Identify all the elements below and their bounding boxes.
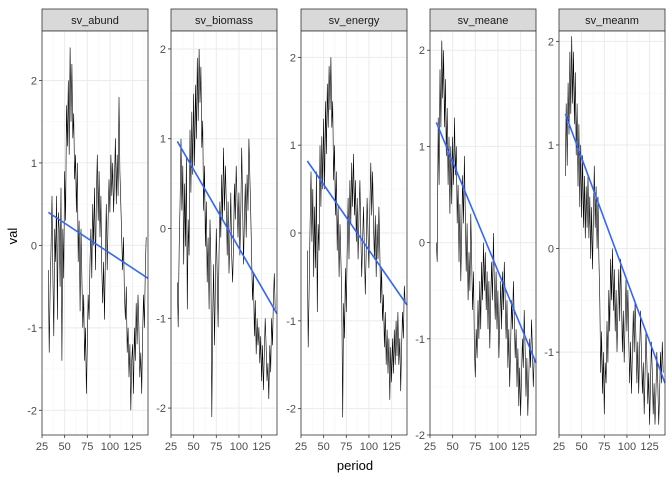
x-tick-label: 100 — [360, 441, 378, 453]
y-tick-label: -2 — [415, 430, 425, 442]
x-tick-label: 100 — [230, 441, 248, 453]
x-tick-label: 50 — [447, 441, 459, 453]
trend-line-sv_meane — [435, 122, 537, 364]
x-tick-label: 125 — [511, 441, 529, 453]
facet-strip-label: sv_meanm — [585, 15, 639, 27]
trend-line-sv_abund — [47, 211, 149, 280]
y-tick-label: 1 — [290, 140, 296, 152]
facet-sv_biomass: sv_biomass -2 -1 0 1 2 25 50 75 100 125 — [156, 8, 278, 453]
x-tick-label: 25 — [295, 441, 307, 453]
y-axis-title: val — [5, 228, 20, 245]
y-tick-label: -1 — [156, 313, 166, 325]
trend-line-sv_biomass — [176, 141, 278, 315]
x-tick-label: 25 — [36, 441, 48, 453]
y-tick-label: 0 — [548, 244, 554, 256]
x-tick-label: 125 — [382, 441, 400, 453]
y-tick-label: -2 — [156, 403, 166, 415]
x-tick-label: 75 — [340, 441, 352, 453]
x-tick-label: 100 — [618, 441, 636, 453]
y-tick-label: 0 — [290, 228, 296, 240]
facet-strip-label: sv_energy — [329, 15, 380, 27]
y-tick-label: 2 — [290, 52, 296, 64]
y-tick-label: 2 — [419, 45, 425, 57]
panel-border — [429, 30, 537, 436]
x-tick-label: 100 — [489, 441, 507, 453]
y-tick-label: 1 — [419, 141, 425, 153]
y-tick-label: -1 — [286, 316, 296, 328]
trend-line-sv_energy — [306, 160, 408, 306]
x-tick-label: 75 — [469, 441, 481, 453]
y-tick-label: -2 — [286, 404, 296, 416]
panel-border — [558, 30, 666, 436]
panel-border — [41, 30, 149, 436]
series-line-sv_biomass — [177, 48, 276, 418]
y-tick-label: -1 — [544, 347, 554, 359]
x-tick-label: 75 — [81, 441, 93, 453]
x-tick-label: 25 — [165, 441, 177, 453]
series-line-sv_abund — [48, 47, 147, 411]
y-tick-label: 0 — [419, 238, 425, 250]
x-tick-label: 50 — [318, 441, 330, 453]
facet-sv_energy: sv_energy -2 -1 0 1 2 25 50 75 100 125 — [286, 8, 408, 453]
facet-strip-label: sv_meane — [458, 15, 509, 27]
y-tick-label: 1 — [548, 140, 554, 152]
x-tick-label: 75 — [210, 441, 222, 453]
series-line-sv_meane — [436, 40, 535, 416]
series-line-sv_energy — [307, 57, 406, 418]
facet-strip-label: sv_abund — [71, 15, 119, 27]
panel-background — [559, 31, 665, 435]
y-tick-label: 0 — [31, 240, 37, 252]
facet-sv_meanm: sv_meanm -1 0 1 2 25 50 75 100 125 — [544, 8, 666, 453]
y-tick-label: 0 — [160, 224, 166, 236]
x-tick-label: 125 — [640, 441, 658, 453]
y-tick-label: -1 — [415, 334, 425, 346]
trend-line-sv_meanm — [564, 113, 666, 384]
y-tick-label: -1 — [27, 323, 37, 335]
y-tick-label: 2 — [548, 36, 554, 48]
facet-sv_meane: sv_meane -2 -1 0 1 2 25 50 75 100 125 — [415, 8, 537, 453]
panel-border — [170, 30, 278, 436]
x-tick-label: 125 — [123, 441, 141, 453]
series-line-sv_meanm — [565, 36, 664, 425]
x-tick-label: 25 — [424, 441, 436, 453]
gridlines — [558, 31, 665, 435]
x-axis-title: period — [337, 458, 373, 473]
x-tick-label: 50 — [188, 441, 200, 453]
y-tick-label: 2 — [160, 44, 166, 56]
y-tick-label: -2 — [27, 405, 37, 417]
facet-sv_abund: sv_abund -2 -1 0 1 2 25 50 75 100 125 — [27, 8, 149, 453]
x-tick-label: 50 — [576, 441, 588, 453]
y-tick-label: 2 — [31, 75, 37, 87]
y-tick-label: 1 — [31, 158, 37, 170]
x-tick-label: 75 — [598, 441, 610, 453]
x-tick-label: 50 — [59, 441, 71, 453]
x-tick-label: 125 — [252, 441, 270, 453]
y-tick-label: 1 — [160, 134, 166, 146]
x-tick-label: 100 — [101, 441, 119, 453]
x-tick-label: 25 — [553, 441, 565, 453]
facet-strip-label: sv_biomass — [195, 15, 254, 27]
